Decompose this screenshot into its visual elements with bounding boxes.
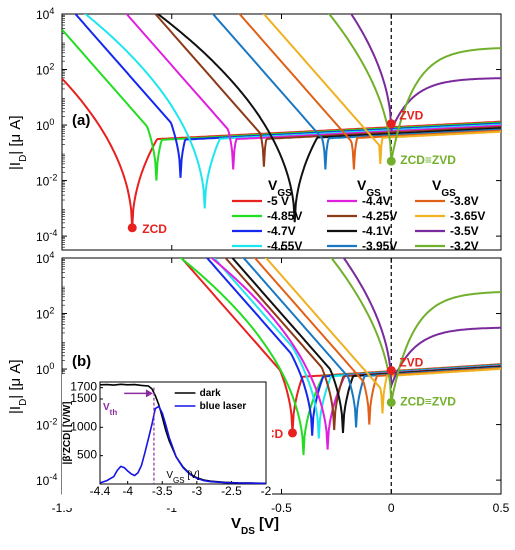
legend-label: -3.2V xyxy=(450,239,479,253)
inset-x-tick-label: -4.4 xyxy=(90,484,111,498)
inset-x-tick-label: -2.5 xyxy=(221,484,242,498)
series-line--3.5V xyxy=(350,14,501,131)
y-tick-label: 104 xyxy=(36,6,54,22)
legend-label: -4.4V xyxy=(362,194,391,208)
series-line--3.65V xyxy=(262,14,501,164)
y-tick-label: 10-2 xyxy=(36,417,57,433)
series-line--3.8V xyxy=(238,14,501,170)
inset-x-tick-label: -3 xyxy=(191,484,202,498)
inset-y-tick-label: 500 xyxy=(77,448,97,462)
series-line--4.55V xyxy=(83,14,501,209)
zcd-label: ZCD xyxy=(142,222,167,236)
y-tick-label: 10-4 xyxy=(36,228,57,244)
legend-header: VGS xyxy=(432,177,456,199)
legend-label: -4.55V xyxy=(267,239,302,253)
inset-x-tick-label: -3.5 xyxy=(152,484,173,498)
panel-label: (b) xyxy=(72,353,91,370)
y-tick-label: 102 xyxy=(36,62,54,78)
inset-y-tick-label: 1500 xyxy=(70,391,97,405)
legend-label: -4.1V xyxy=(362,224,391,238)
legend-label: -4.25V xyxy=(362,209,397,223)
inset-x-axis-label: VGS [V] xyxy=(166,470,199,485)
y-tick-label: 100 xyxy=(36,117,54,133)
panel-a: 104 102 100 10-2 10-4 ZCD ZVD ZCD≡ZVD (a) xyxy=(36,6,502,251)
zcd-marker xyxy=(287,428,297,438)
y-axis-label: |ID| [μ A] xyxy=(7,115,29,170)
series-line--3.2V xyxy=(330,258,501,403)
legend-label: -3.95V xyxy=(362,239,397,253)
legend-header: VGS xyxy=(357,177,381,199)
zcd-marker xyxy=(127,223,137,233)
zcd-zvd-label: ZCD≡ZVD xyxy=(400,394,456,408)
inset-y-tick-label: 1000 xyxy=(70,419,97,433)
inset-vth-arrowhead xyxy=(145,389,153,398)
legend-label: -4.7V xyxy=(267,224,296,238)
y-axis-label: |ID| [μ A] xyxy=(7,359,29,414)
zvd-marker xyxy=(386,365,396,375)
x-tick-label: 0.5 xyxy=(493,501,510,515)
inset-series-blue-laser xyxy=(99,405,267,485)
inset-x-tick-label: -2 xyxy=(261,484,272,498)
y-tick-label: 10-4 xyxy=(36,472,57,488)
inset-legend-label: blue laser xyxy=(200,401,247,412)
series-line--3.5V xyxy=(342,258,501,387)
panel-label: (a) xyxy=(72,112,90,129)
legend-label: -3.65V xyxy=(450,209,485,223)
zvd-marker xyxy=(386,119,396,129)
series-line--4.1V xyxy=(156,14,501,223)
panel-b: 10410210010-210-4-1.5-1-0.500.5ZCDZVDZCD… xyxy=(36,250,510,515)
series-line--3.65V xyxy=(264,258,501,414)
series-line--4.25V xyxy=(154,14,501,167)
inset-y-tick-label: 1700 xyxy=(70,380,97,394)
legend-label: -4.85V xyxy=(267,209,302,223)
series-line--3.95V xyxy=(211,14,501,170)
y-tick-label: 102 xyxy=(36,306,54,322)
inset-x-tick-label: -4 xyxy=(122,484,133,498)
legend: -5 V-4.85V-4.7V-4.55V-4.4V-4.25V-4.1V-3.… xyxy=(232,194,485,253)
legend-label: -5 V xyxy=(267,194,289,208)
zvd-label: ZVD xyxy=(399,355,423,369)
x-axis-label: VDS [V] xyxy=(231,515,279,537)
inset-vth-label: Vth xyxy=(103,402,117,417)
legend-label: -3.5V xyxy=(450,224,479,238)
inset-legend-label: dark xyxy=(200,388,222,399)
x-tick-label: 0 xyxy=(388,501,395,515)
y-tick-label: 100 xyxy=(36,361,54,377)
zcd-zvd-marker xyxy=(386,397,396,407)
inset-y-axis-label: |β′ZCD| [V/W] xyxy=(62,402,73,465)
series-line--3.2V xyxy=(327,14,501,162)
legend-label: -3.8V xyxy=(450,194,479,208)
x-tick-label: -0.5 xyxy=(271,501,292,515)
zcd-zvd-marker xyxy=(386,156,396,166)
legend-header: VGS xyxy=(268,177,292,199)
y-tick-label: 10-2 xyxy=(36,173,57,189)
series-line--4.4V xyxy=(125,14,501,170)
zvd-label: ZVD xyxy=(399,109,423,123)
y-tick-label: 104 xyxy=(36,250,54,266)
zcd-zvd-label: ZCD≡ZVD xyxy=(400,153,456,167)
